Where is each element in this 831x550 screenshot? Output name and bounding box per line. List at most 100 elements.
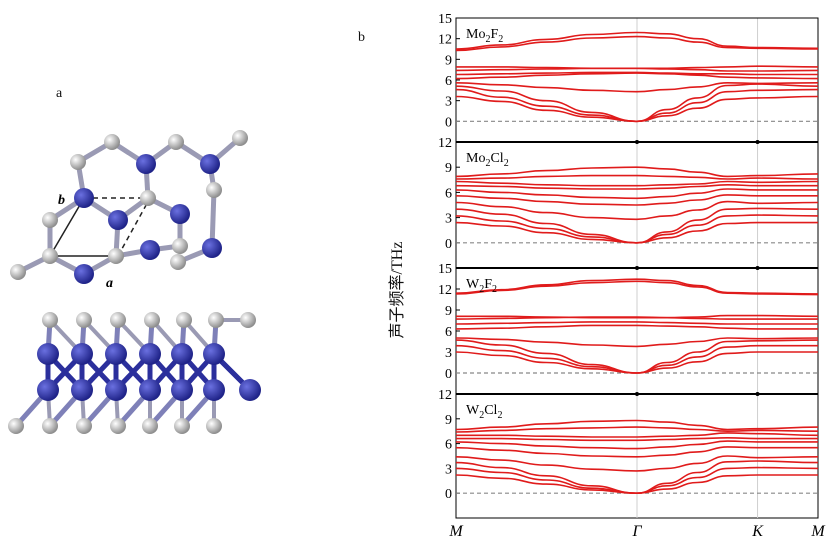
y-tick-label: 6 — [445, 74, 452, 89]
phonon-band-O3 — [455, 440, 818, 450]
halogen-atom — [10, 264, 26, 280]
phonon-band-O1 — [455, 455, 819, 472]
lattice-vector-b-label: b — [58, 193, 65, 208]
metal-atom — [71, 343, 93, 365]
metal-atom — [37, 343, 59, 365]
phonon-band-TA — [455, 214, 819, 244]
separator-dot — [755, 392, 760, 396]
phonon-band-O4 — [455, 183, 818, 190]
y-tick-label: 0 — [445, 367, 452, 382]
phonon-panel: 0 3 6 9 12 15 W2F2 — [438, 262, 819, 395]
y-tick-label: 6 — [445, 438, 452, 453]
y-tick-label: 0 — [445, 487, 452, 502]
phonon-band-O1 — [455, 81, 819, 93]
halogen-atom — [206, 418, 222, 434]
phonon-band-O7 — [455, 419, 819, 431]
y-tick-label: 3 — [445, 346, 452, 361]
panel-title: W2Cl2 — [466, 403, 502, 421]
halogen-atom — [174, 418, 190, 434]
y-tick-label: 3 — [445, 212, 452, 227]
metal-atom — [202, 238, 222, 258]
phonon-panel: 0 3 6 9 12 Mo2Cl2 — [438, 136, 819, 269]
halogen-atom — [104, 134, 120, 150]
y-tick-label: 12 — [438, 33, 452, 48]
halogen-atom — [42, 212, 58, 228]
halogen-atom — [172, 238, 188, 254]
phonon-band-O1 — [455, 200, 819, 221]
phonon-panel: 0 3 6 9 12 15 Mo2F2 — [438, 12, 819, 143]
y-tick-label: 12 — [438, 136, 452, 151]
metal-atom — [171, 379, 193, 401]
metal-atom — [203, 343, 225, 365]
halogen-atom — [70, 154, 86, 170]
y-tick-label: 6 — [445, 325, 452, 340]
halogen-atom — [170, 254, 186, 270]
phonon-band-ZA — [455, 474, 818, 495]
x-tick-label: M — [448, 523, 464, 540]
separator-dot — [635, 140, 639, 144]
halogen-atom — [42, 248, 58, 264]
halogen-atom — [110, 418, 126, 434]
phonon-panel: 0 3 6 9 12 W2Cl2 — [438, 388, 819, 519]
phonon-band-O2 — [455, 194, 818, 206]
metal-atom — [171, 343, 193, 365]
x-tick-label: K — [751, 523, 764, 540]
phonon-band-ZA — [455, 95, 819, 123]
halogen-atom — [142, 418, 158, 434]
phonon-band-O6 — [455, 174, 819, 180]
phonon-band-O1 — [455, 337, 819, 348]
halogen-atom — [206, 182, 222, 198]
halogen-atom — [140, 190, 156, 206]
phonon-band-O7 — [455, 166, 819, 178]
halogen-atom — [144, 312, 160, 328]
y-tick-label: 12 — [438, 388, 452, 403]
phonon-band-LA — [455, 460, 819, 495]
panel-title: Mo2F2 — [466, 27, 503, 45]
phonon-band-LA — [455, 207, 819, 244]
halogen-atom — [232, 130, 248, 146]
halogen-atom — [208, 312, 224, 328]
y-tick-label: 15 — [438, 262, 452, 277]
metal-atom — [105, 379, 127, 401]
separator-dot — [755, 140, 760, 144]
halogen-atom — [42, 312, 58, 328]
phonon-band-TA — [455, 466, 819, 495]
x-tick-label: Γ — [631, 523, 642, 540]
y-tick-label: 0 — [445, 237, 452, 252]
y-tick-label: 6 — [445, 186, 452, 201]
separator-dot — [635, 266, 639, 270]
panel-title: Mo2Cl2 — [466, 151, 509, 169]
phonon-band-O5 — [455, 180, 819, 187]
phonon-band-O7 — [455, 31, 819, 50]
side-view — [8, 312, 261, 434]
phonon-band-ZA — [455, 221, 818, 244]
unit-cell — [49, 197, 151, 257]
phonon-band-O4 — [456, 436, 818, 442]
phonon-band-O5 — [456, 314, 819, 319]
y-tick-label: 12 — [438, 283, 452, 298]
panel-label-a: a — [56, 86, 63, 101]
metal-atom — [139, 379, 161, 401]
phonon-band-O3 — [455, 321, 818, 325]
metal-atom — [136, 154, 156, 174]
y-tick-label: 3 — [445, 95, 452, 110]
phonon-band-O3 — [455, 71, 818, 76]
phonon-band-LA — [455, 339, 819, 374]
y-tick-label: 0 — [445, 115, 452, 130]
panel-title: W2F2 — [466, 277, 497, 295]
halogen-atom — [110, 312, 126, 328]
metal-atom — [139, 343, 161, 365]
phonon-band-O2 — [455, 446, 818, 458]
halogen-atom — [8, 418, 24, 434]
metal-atom — [108, 210, 128, 230]
phonon-band-TA — [455, 344, 818, 374]
metal-atom — [71, 379, 93, 401]
y-tick-label: 9 — [445, 413, 452, 428]
metal-atom — [200, 154, 220, 174]
halogen-atom — [176, 312, 192, 328]
crystal-structure-figure: b a — [8, 130, 261, 434]
phonon-band-ZA — [455, 351, 818, 374]
halogen-atom — [108, 248, 124, 264]
phonon-band-TA — [455, 88, 819, 123]
